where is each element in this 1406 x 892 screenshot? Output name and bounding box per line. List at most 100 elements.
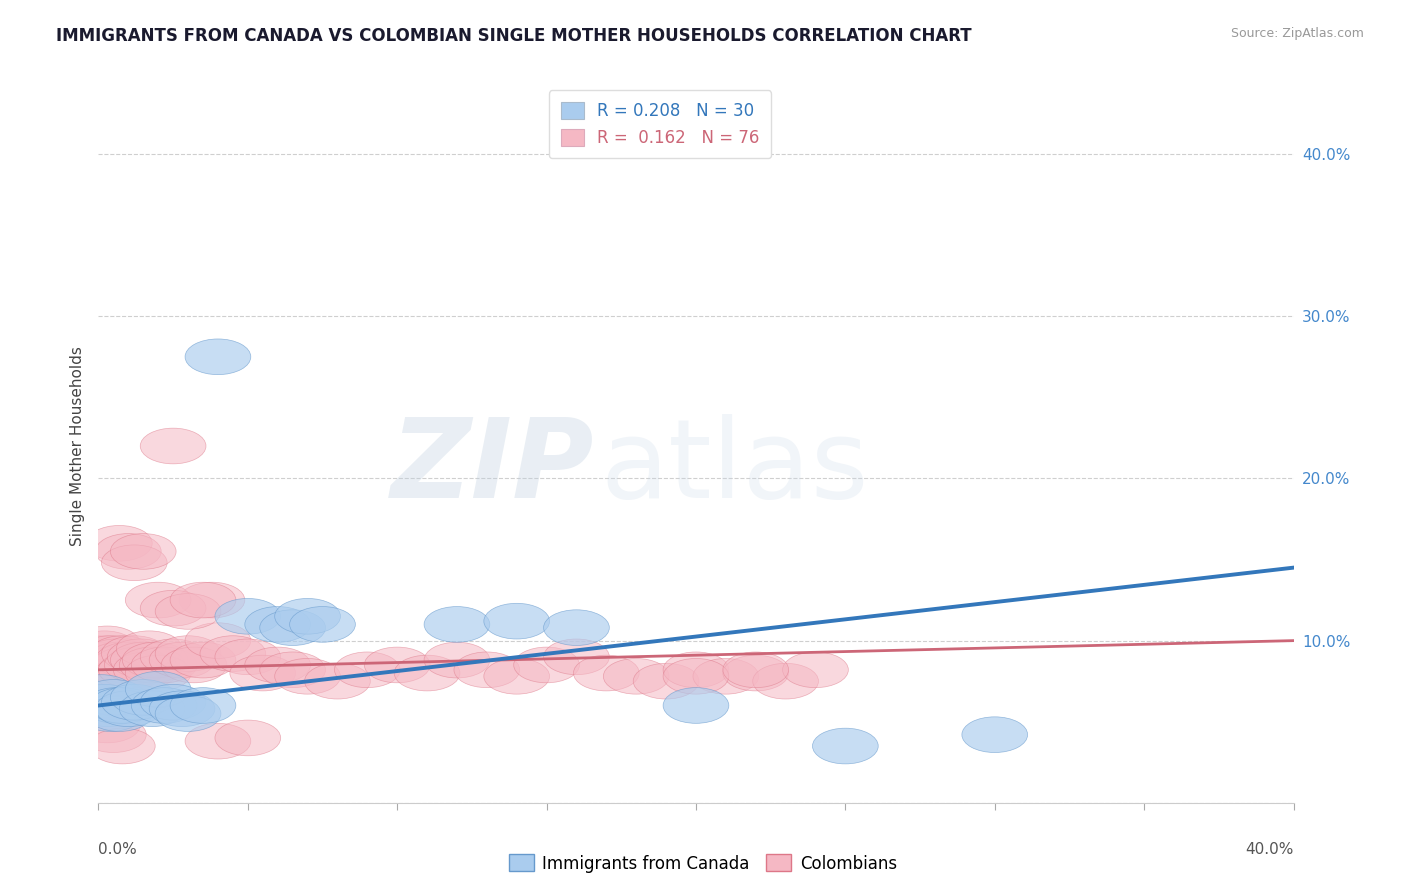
Ellipse shape	[274, 599, 340, 634]
Ellipse shape	[394, 656, 460, 691]
Ellipse shape	[200, 636, 266, 672]
Ellipse shape	[141, 639, 207, 674]
Ellipse shape	[170, 582, 236, 618]
Ellipse shape	[425, 607, 489, 642]
Ellipse shape	[633, 664, 699, 699]
Ellipse shape	[93, 647, 159, 682]
Ellipse shape	[69, 636, 135, 672]
Ellipse shape	[72, 631, 138, 666]
Ellipse shape	[101, 636, 167, 672]
Ellipse shape	[75, 691, 141, 727]
Ellipse shape	[111, 533, 176, 569]
Ellipse shape	[962, 717, 1028, 753]
Ellipse shape	[77, 656, 143, 691]
Ellipse shape	[149, 691, 215, 727]
Ellipse shape	[162, 647, 226, 682]
Ellipse shape	[274, 658, 340, 694]
Ellipse shape	[98, 652, 165, 688]
Ellipse shape	[72, 684, 138, 720]
Text: atlas: atlas	[600, 414, 869, 521]
Ellipse shape	[179, 582, 245, 618]
Ellipse shape	[783, 652, 848, 688]
Ellipse shape	[260, 610, 326, 646]
Ellipse shape	[120, 691, 186, 727]
Ellipse shape	[111, 642, 176, 678]
Ellipse shape	[813, 728, 879, 764]
Ellipse shape	[484, 603, 550, 639]
Ellipse shape	[245, 647, 311, 682]
Ellipse shape	[125, 582, 191, 618]
Ellipse shape	[664, 652, 728, 688]
Ellipse shape	[155, 593, 221, 629]
Ellipse shape	[574, 656, 640, 691]
Ellipse shape	[96, 642, 162, 678]
Ellipse shape	[83, 652, 149, 688]
Ellipse shape	[155, 636, 221, 672]
Ellipse shape	[544, 639, 609, 674]
Ellipse shape	[87, 696, 152, 731]
Ellipse shape	[90, 636, 155, 672]
Ellipse shape	[83, 688, 149, 723]
Ellipse shape	[215, 599, 281, 634]
Ellipse shape	[723, 652, 789, 688]
Ellipse shape	[170, 688, 236, 723]
Text: IMMIGRANTS FROM CANADA VS COLOMBIAN SINGLE MOTHER HOUSEHOLDS CORRELATION CHART: IMMIGRANTS FROM CANADA VS COLOMBIAN SING…	[56, 27, 972, 45]
Ellipse shape	[425, 642, 489, 678]
Ellipse shape	[80, 680, 146, 715]
Ellipse shape	[141, 591, 207, 626]
Ellipse shape	[513, 647, 579, 682]
Ellipse shape	[141, 684, 207, 720]
Legend: R = 0.208   N = 30, R =  0.162   N = 76: R = 0.208 N = 30, R = 0.162 N = 76	[548, 90, 772, 159]
Ellipse shape	[87, 642, 152, 678]
Ellipse shape	[80, 717, 146, 753]
Ellipse shape	[290, 607, 356, 642]
Ellipse shape	[96, 691, 162, 727]
Ellipse shape	[125, 656, 191, 691]
Ellipse shape	[186, 723, 250, 759]
Ellipse shape	[69, 674, 135, 710]
Ellipse shape	[364, 647, 430, 682]
Ellipse shape	[245, 607, 311, 642]
Ellipse shape	[120, 647, 186, 682]
Ellipse shape	[75, 707, 141, 743]
Ellipse shape	[117, 631, 183, 666]
Ellipse shape	[101, 684, 167, 720]
Ellipse shape	[544, 610, 609, 646]
Ellipse shape	[107, 639, 173, 674]
Ellipse shape	[131, 688, 197, 723]
Ellipse shape	[77, 636, 143, 672]
Ellipse shape	[484, 658, 550, 694]
Ellipse shape	[752, 664, 818, 699]
Ellipse shape	[72, 647, 138, 682]
Ellipse shape	[723, 656, 789, 691]
Ellipse shape	[664, 658, 728, 694]
Ellipse shape	[122, 642, 188, 678]
Ellipse shape	[131, 647, 197, 682]
Ellipse shape	[603, 658, 669, 694]
Ellipse shape	[260, 652, 326, 688]
Ellipse shape	[87, 664, 152, 699]
Ellipse shape	[664, 688, 728, 723]
Text: Source: ZipAtlas.com: Source: ZipAtlas.com	[1230, 27, 1364, 40]
Ellipse shape	[75, 626, 141, 662]
Ellipse shape	[215, 720, 281, 756]
Ellipse shape	[125, 672, 191, 707]
Ellipse shape	[215, 639, 281, 674]
Ellipse shape	[305, 664, 370, 699]
Ellipse shape	[170, 642, 236, 678]
Ellipse shape	[101, 545, 167, 581]
Ellipse shape	[335, 652, 401, 688]
Ellipse shape	[231, 656, 295, 691]
Ellipse shape	[186, 623, 250, 658]
Ellipse shape	[96, 656, 162, 691]
Ellipse shape	[149, 642, 215, 678]
Ellipse shape	[80, 658, 146, 694]
Ellipse shape	[104, 647, 170, 682]
Legend: Immigrants from Canada, Colombians: Immigrants from Canada, Colombians	[502, 847, 904, 880]
Text: ZIP: ZIP	[391, 414, 595, 521]
Text: 40.0%: 40.0%	[1246, 842, 1294, 857]
Ellipse shape	[69, 652, 135, 688]
Ellipse shape	[155, 696, 221, 731]
Y-axis label: Single Mother Households: Single Mother Households	[69, 346, 84, 546]
Text: 0.0%: 0.0%	[98, 842, 138, 857]
